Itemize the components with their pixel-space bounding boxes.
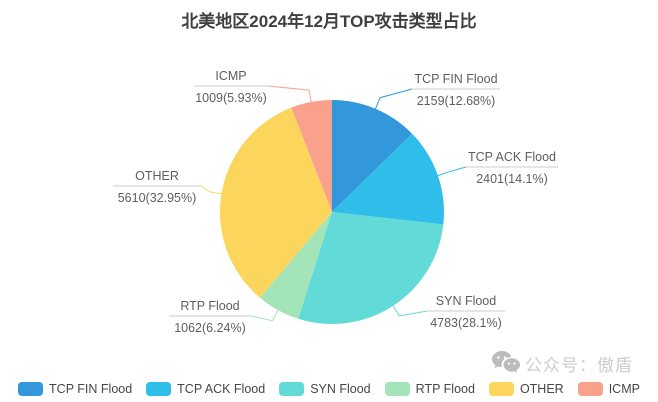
- label-line-other: [200, 185, 222, 195]
- legend-item-rtp-flood[interactable]: RTP Flood: [384, 382, 475, 396]
- label-line-tcp-fin-flood: [375, 88, 413, 109]
- legend-item-other[interactable]: OTHER: [488, 382, 564, 396]
- legend-swatch: [577, 382, 603, 396]
- label-line-rtp-flood: [250, 309, 279, 322]
- pie-slice-icmp[interactable]: [291, 100, 332, 212]
- slice-label-value-icmp: 1009(5.93%): [195, 91, 267, 105]
- slice-label-name-syn-flood: SYN Flood: [436, 294, 496, 308]
- legend-label: RTP Flood: [415, 382, 475, 396]
- slice-label-value-rtp-flood: 1062(6.24%): [174, 321, 246, 335]
- label-line-tcp-ack-flood: [437, 166, 467, 177]
- slice-label-value-syn-flood: 4783(28.1%): [430, 316, 502, 330]
- legend-label: ICMP: [608, 382, 640, 396]
- slice-label-name-other: OTHER: [135, 169, 179, 183]
- label-line-icmp: [267, 85, 312, 102]
- pie-slice-rtp-flood[interactable]: [259, 212, 332, 319]
- slice-label-name-rtp-flood: RTP Flood: [180, 299, 239, 313]
- slice-label-value-tcp-fin-flood: 2159(12.68%): [417, 94, 496, 108]
- legend-label: TCP ACK Flood: [177, 382, 266, 396]
- legend-item-syn-flood[interactable]: SYN Flood: [279, 382, 371, 396]
- legend-swatch: [384, 382, 410, 396]
- pie-slice-tcp-fin-flood[interactable]: [332, 100, 413, 212]
- slice-label-name-tcp-ack-flood: TCP ACK Flood: [468, 150, 556, 164]
- legend-swatch: [146, 382, 172, 396]
- legend: TCP FIN Flood TCP ACK Flood SYN Flood RTP F…: [0, 382, 658, 396]
- legend-item-icmp[interactable]: ICMP: [577, 382, 640, 396]
- slice-label-value-tcp-ack-flood: 2401(14.1%): [476, 172, 548, 186]
- legend-label: OTHER: [519, 382, 564, 396]
- legend-label: TCP FIN Flood: [49, 382, 133, 396]
- legend-label: SYN Flood: [310, 382, 371, 396]
- pie-slice-other[interactable]: [220, 107, 332, 298]
- legend-item-tcp-ack-flood[interactable]: TCP ACK Flood: [146, 382, 265, 396]
- pie-slice-syn-flood[interactable]: [298, 212, 444, 324]
- legend-item-tcp-fin-flood[interactable]: TCP FIN Flood: [18, 382, 132, 396]
- pie-slice-tcp-ack-flood[interactable]: [332, 133, 445, 225]
- legend-swatch: [488, 382, 514, 396]
- chart-title: 北美地区2024年12月TOP攻击类型占比: [181, 12, 477, 31]
- slice-label-name-icmp: ICMP: [215, 69, 246, 83]
- slice-label-value-other: 5610(32.95%): [118, 191, 197, 205]
- legend-swatch: [18, 382, 44, 396]
- legend-swatch: [279, 382, 305, 396]
- slice-label-name-tcp-fin-flood: TCP FIN Flood: [414, 72, 497, 86]
- label-line-syn-flood: [392, 305, 428, 317]
